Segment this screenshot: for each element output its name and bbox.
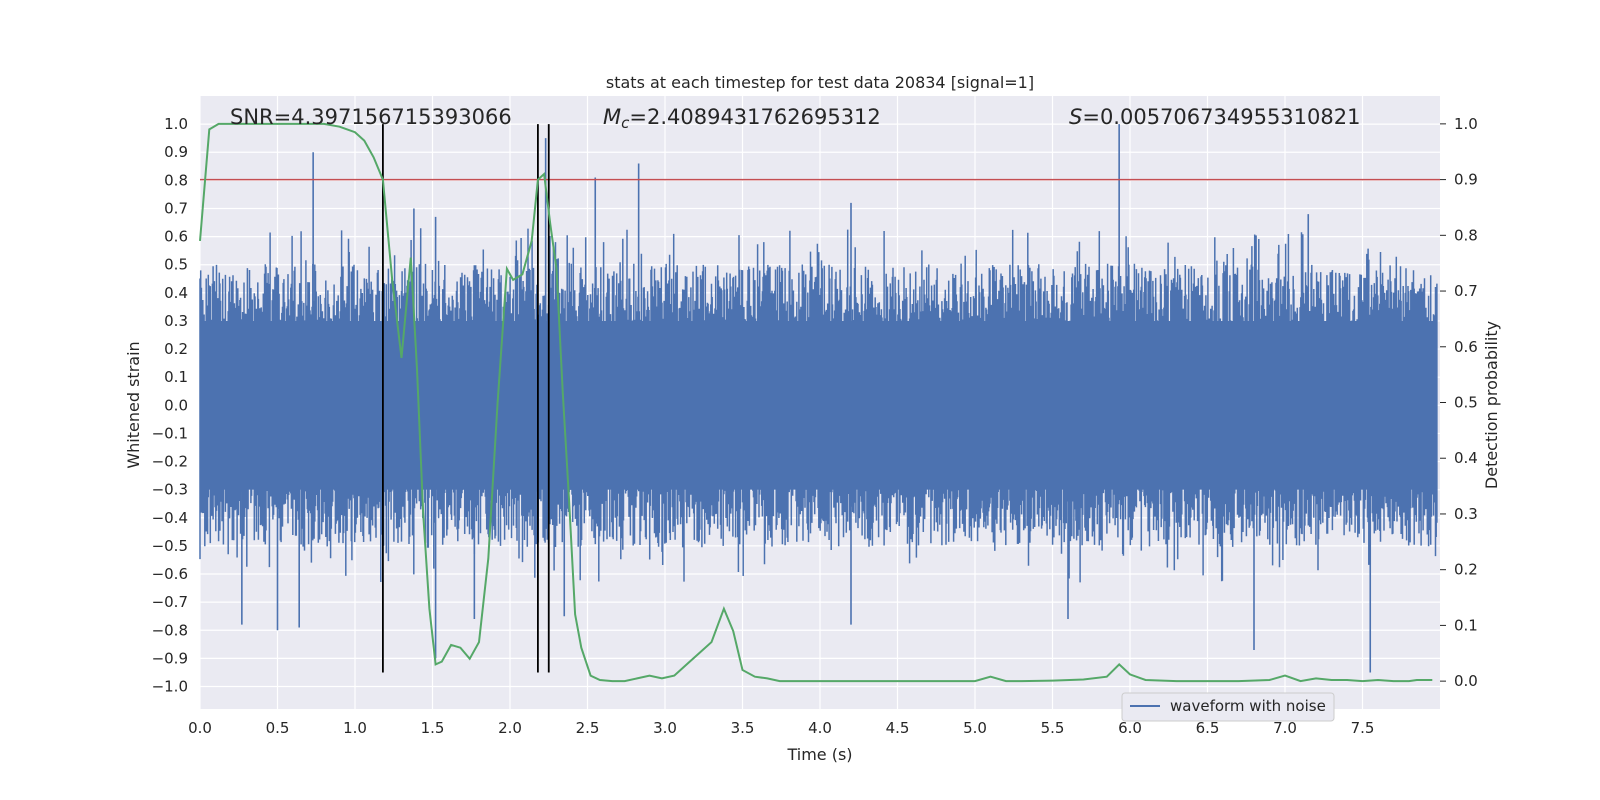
s-annotation: S=0.005706734955310821 [1069, 105, 1360, 129]
y-right-tick-label: 1.0 [1454, 115, 1478, 133]
y-tick-label: 0.4 [164, 284, 188, 302]
x-tick-label: 3.0 [653, 719, 677, 737]
x-tick-label: 7.5 [1351, 719, 1375, 737]
waveform-series [199, 124, 1438, 673]
x-tick-label: 5.5 [1041, 719, 1065, 737]
snr-annotation: SNR=4.397156715393066 [230, 105, 512, 129]
y-tick-label: 0.0 [164, 396, 188, 414]
s-value: =0.005706734955310821 [1082, 105, 1360, 129]
x-tick-label: 6.5 [1196, 719, 1220, 737]
chirp-mass-subscript: c [621, 114, 630, 132]
y-right-tick-label: 0.1 [1454, 616, 1478, 634]
x-axis-label: Time (s) [786, 745, 852, 764]
s-symbol: S [1069, 105, 1082, 129]
y-tick-labels: 1.0 0.9 0.8 0.7 0.6 0.5 0.4 0.3 0.2 0.1 0.0 −0.1 −0.… [152, 115, 188, 695]
y-tick-label: 0.9 [164, 143, 188, 161]
y-tick-label: 0.6 [164, 228, 188, 246]
legend-label: waveform with noise [1170, 697, 1326, 715]
y-right-tick-label: 0.2 [1454, 561, 1478, 579]
y-tick-label: −0.7 [152, 593, 188, 611]
y-right-tick-label: 0.5 [1454, 394, 1478, 412]
y-tick-label: −0.1 [152, 424, 188, 442]
x-tick-label: 2.5 [576, 719, 600, 737]
chirp-mass-annotation: Mc=2.4089431762695312 [603, 105, 881, 132]
y-tick-label: −0.8 [152, 621, 188, 639]
y-right-tick-label: 0.4 [1454, 449, 1478, 467]
x-tick-label: 4.5 [886, 719, 910, 737]
y-tick-label: −0.4 [152, 509, 188, 527]
y-tick-label: 0.7 [164, 199, 188, 217]
y-right-tick-label: 0.7 [1454, 282, 1478, 300]
x-tick-label: 0.0 [188, 719, 212, 737]
x-tick-label: 7.0 [1273, 719, 1297, 737]
y-right-tick-label: 0.9 [1454, 171, 1478, 189]
y-tick-label: 0.3 [164, 312, 188, 330]
y-tick-label: −1.0 [152, 678, 188, 696]
chirp-mass-symbol: M [603, 105, 621, 129]
probability-line [199, 122, 1433, 683]
y-tick-label: 0.5 [164, 256, 188, 274]
y-axis-label: Whitened strain [124, 341, 143, 468]
y-right-tick-label: 0.6 [1454, 338, 1478, 356]
x-tick-labels: 0.0 0.5 1.0 1.5 2.0 2.5 3.0 3.5 4.0 4.5 5.0 5.5 6.0 6… [188, 719, 1374, 737]
x-tick-label: 5.0 [963, 719, 987, 737]
probability-series [199, 122, 1433, 683]
waveform-core [200, 320, 1437, 490]
y-tick-label: 0.2 [164, 340, 188, 358]
chart-title: stats at each timestep for test data 208… [606, 73, 1034, 92]
chirp-mass-value: =2.4089431762695312 [629, 105, 880, 129]
y-right-tick-labels: 1.0 0.9 0.8 0.7 0.6 0.5 0.4 0.3 0.2 0.1 0.0 [1440, 115, 1478, 690]
legend-box [1121, 692, 1335, 722]
y-right-axis-label: Detection probability [1482, 321, 1501, 489]
y-tick-label: 0.8 [164, 171, 188, 189]
y-tick-label: 0.1 [164, 368, 188, 386]
y-tick-label: −0.2 [152, 453, 188, 471]
x-tick-label: 0.5 [266, 719, 290, 737]
y-tick-label: −0.6 [152, 565, 188, 583]
y-right-tick-label: 0.8 [1454, 226, 1478, 244]
x-tick-label: 3.5 [731, 719, 755, 737]
x-tick-label: 1.5 [421, 719, 445, 737]
x-tick-label: 1.0 [343, 719, 367, 737]
x-tick-label: 4.0 [808, 719, 832, 737]
y-right-tick-label: 0.0 [1454, 672, 1478, 690]
y-tick-label: −0.9 [152, 649, 188, 667]
y-tick-label: −0.5 [152, 537, 188, 555]
y-tick-label: 1.0 [164, 115, 188, 133]
x-tick-label: 2.0 [498, 719, 522, 737]
y-tick-label: −0.3 [152, 481, 188, 499]
legend: waveform with noise [1121, 692, 1335, 722]
x-tick-label: 6.0 [1118, 719, 1142, 737]
y-right-tick-label: 0.3 [1454, 505, 1478, 523]
